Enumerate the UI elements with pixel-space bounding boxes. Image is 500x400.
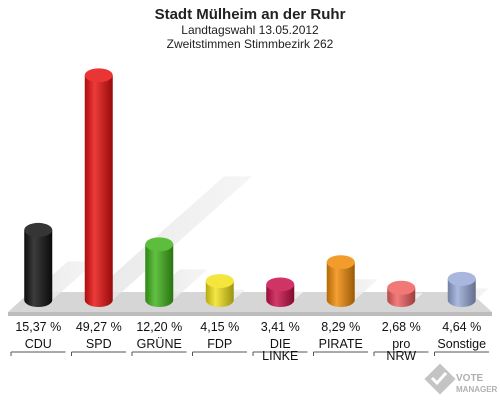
bar: [326, 255, 355, 307]
bar-body: [84, 75, 113, 307]
category-label: Sonstige: [437, 337, 486, 351]
category-label: SPD: [86, 337, 112, 351]
category-label: CDU: [25, 337, 52, 351]
bar-body: [447, 278, 476, 307]
value-labels: 15,37 % 49,27 % 12,20 % 4,15 % 3,41 % 8,29 % 2…: [15, 320, 481, 334]
bar-top: [145, 237, 174, 252]
value-label: 4,15 %: [200, 320, 239, 334]
category-label: LINKE: [262, 349, 298, 363]
chart-floor-front: [8, 312, 492, 316]
value-label: 12,20 %: [136, 320, 182, 334]
chart-subtitle-2: Zweitstimmen Stimmbezirk 262: [167, 37, 334, 51]
bar: [24, 222, 53, 307]
axis-segment: [313, 351, 368, 356]
bar: [447, 271, 476, 307]
axis-segment: [373, 351, 429, 356]
bar-body: [326, 262, 355, 307]
vote-manager-logo: VOTE MANAGER: [424, 363, 498, 395]
category-label: FDP: [207, 337, 232, 351]
bar-top: [84, 68, 113, 83]
axis-segment: [434, 351, 489, 356]
bar-shadow: [84, 176, 253, 300]
axis-segment: [131, 351, 187, 356]
chart-subtitle: Landtagswahl 13.05.2012: [181, 23, 319, 37]
axis-segment: [71, 351, 126, 356]
bar-top: [266, 277, 295, 292]
axis-segment: [192, 351, 247, 356]
category-label: pro: [392, 337, 410, 351]
bar-top: [326, 255, 355, 270]
bar: [145, 237, 174, 307]
checkmark-icon: [424, 363, 456, 395]
value-label: 8,29 %: [321, 320, 360, 334]
bar: [205, 274, 234, 307]
bar-top: [387, 280, 416, 295]
value-label: 2,68 %: [382, 320, 421, 334]
chart-title: Stadt Mülheim an der Ruhr: [155, 6, 346, 23]
axis-segment: [252, 351, 308, 356]
bar-body: [145, 244, 174, 307]
category-label: PIRATE: [319, 337, 363, 351]
chart-floor: [8, 292, 492, 312]
category-label: GRÜNE: [137, 337, 182, 351]
category-label: DIE: [270, 337, 291, 351]
logo-text-vote: VOTE: [456, 373, 484, 384]
bar-top: [24, 222, 53, 237]
bar-body: [205, 281, 234, 307]
axis-segment: [10, 351, 66, 356]
value-label: 4,64 %: [442, 320, 481, 334]
category-label: NRW: [386, 349, 416, 363]
logo-text-manager: MANAGER: [456, 385, 498, 394]
bar-top: [447, 271, 476, 286]
bar: [84, 68, 113, 307]
bar: [387, 280, 416, 307]
bar: [266, 277, 295, 307]
bar-top: [205, 274, 234, 289]
category-axis: [10, 351, 489, 356]
bars: [24, 68, 476, 307]
value-label: 15,37 %: [15, 320, 61, 334]
bar-body: [24, 229, 53, 307]
value-label: 49,27 %: [76, 320, 122, 334]
value-label: 3,41 %: [261, 320, 300, 334]
